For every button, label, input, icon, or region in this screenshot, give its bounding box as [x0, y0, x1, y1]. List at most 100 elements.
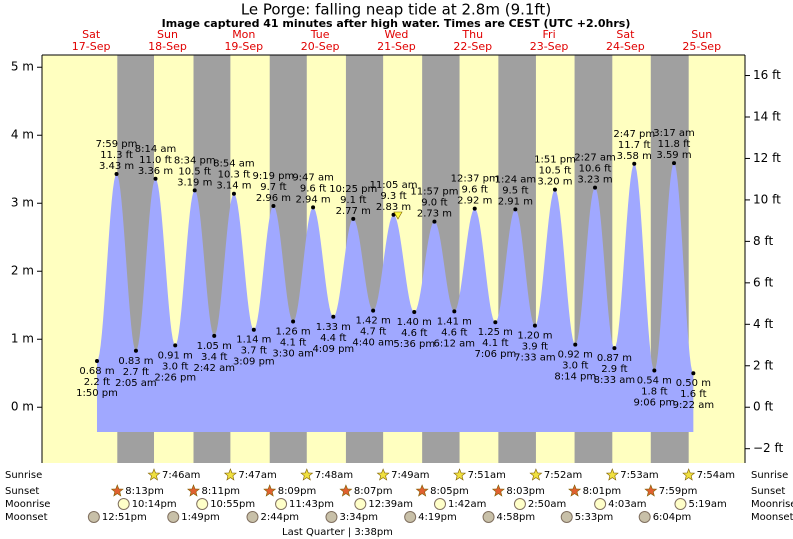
tide-label: 2:47 pm: [613, 129, 655, 140]
moonset-time: 12:51pm: [102, 512, 147, 523]
tide-label: 2:05 am: [115, 378, 157, 389]
row-label: Sunset: [751, 486, 785, 497]
sunset-time: 7:59pm: [659, 486, 698, 497]
tide-point: [493, 320, 498, 325]
tide-label: 2.83 m: [376, 202, 411, 213]
tide-label: 0.68 m: [79, 366, 114, 377]
day-label: Sat: [616, 28, 635, 41]
tide-label: 8:33 am: [594, 375, 636, 386]
day-label: Sun: [691, 28, 712, 41]
tide-label: 2.9 ft: [601, 364, 627, 375]
tide-point: [311, 205, 316, 210]
tide-point: [593, 185, 598, 190]
y2-tick-label: 0 ft: [753, 400, 773, 414]
tide-label: 3.14 m: [216, 181, 251, 192]
tide-label: 4.7 ft: [360, 327, 386, 338]
tide-label: 9.6 ft: [300, 183, 326, 194]
tide-label: 4.1 ft: [482, 338, 508, 349]
tide-label: 10.5 ft: [178, 166, 211, 177]
sunrise-icon: [223, 468, 237, 481]
sunrise-time: 7:48am: [315, 470, 353, 481]
tide-point: [513, 207, 518, 212]
tide-point: [652, 368, 657, 373]
tide-label: 1.41 m: [437, 316, 472, 327]
sunset-time: 8:01pm: [583, 486, 622, 497]
tide-label: 10.3 ft: [218, 170, 251, 181]
moonrise-time: 5:19am: [688, 499, 726, 510]
y2-tick-label: 12 ft: [753, 151, 781, 165]
tide-label: 4.1 ft: [280, 338, 306, 349]
day-label: Wed: [384, 28, 408, 41]
moonrise-time: 10:55pm: [210, 499, 255, 510]
moonset-icon: [560, 511, 573, 523]
row-label: Moonrise: [5, 499, 50, 510]
row-label: Sunrise: [5, 470, 42, 481]
tide-label: 1.25 m: [478, 327, 513, 338]
tide-label: 2.73 m: [417, 209, 452, 220]
sunrise-time: 7:46am: [162, 470, 200, 481]
tide-label: 9:19 pm: [253, 171, 295, 182]
tide-label: 1.05 m: [197, 341, 232, 352]
date-label: 19-Sep: [224, 40, 263, 53]
sunrise-icon: [300, 468, 314, 481]
tide-point: [371, 308, 376, 313]
sunset-icon: [110, 484, 124, 497]
moonrise-time: 12:39am: [368, 499, 413, 510]
chart-title: Le Porge: falling neap tide at 2.8m (9.1…: [241, 1, 551, 19]
moonrise-icon: [275, 498, 288, 510]
tide-point: [412, 310, 417, 315]
sunset-icon: [187, 484, 200, 497]
date-label: 20-Sep: [301, 40, 340, 53]
sunset-icon: [568, 484, 582, 497]
tide-label: 8:34 pm: [174, 155, 216, 166]
tide-label: 9.0 ft: [421, 198, 447, 209]
sunrise-time: 7:54am: [697, 470, 735, 481]
y2-tick-label: 8 ft: [753, 234, 773, 248]
tide-label: 4:40 am: [352, 338, 394, 349]
day-label: Fri: [543, 28, 556, 41]
tide-label: 9.5 ft: [502, 185, 528, 196]
tide-label: 1.14 m: [236, 335, 271, 346]
sunset-time: 8:11pm: [202, 486, 241, 497]
sunrise-time: 7:47am: [238, 470, 276, 481]
day-label: Thu: [461, 28, 483, 41]
moonset-time: 4:19pm: [418, 512, 457, 523]
tide-label: 10:25 pm: [329, 184, 377, 195]
tide-label: 2:27 am: [574, 153, 616, 164]
tide-label: 10.6 ft: [579, 164, 612, 175]
tide-label: 7:33 am: [514, 353, 556, 364]
tide-point: [153, 176, 158, 181]
sunset-time: 8:09pm: [278, 486, 317, 497]
tide-label: 1.8 ft: [641, 387, 667, 398]
tide-curve: [96, 163, 694, 432]
tide-label: 0.91 m: [158, 350, 193, 361]
moonrise-icon: [674, 498, 687, 510]
tide-label: 0.54 m: [637, 376, 672, 387]
tide-label: 9:47 am: [292, 172, 334, 183]
tide-label: 1.42 m: [356, 316, 391, 327]
tide-label: 3.36 m: [138, 166, 173, 177]
tide-label: 3.19 m: [177, 177, 212, 188]
tide-point: [532, 323, 537, 328]
tide-label: 2.92 m: [457, 196, 492, 207]
tide-label: 4.6 ft: [401, 328, 427, 339]
tide-label: 12:37 pm: [451, 174, 499, 185]
moonrise-time: 4:03am: [608, 499, 646, 510]
tide-label: 2:42 am: [193, 363, 235, 374]
tide-point: [452, 309, 457, 314]
moonrise-time: 2:50am: [528, 499, 566, 510]
tide-point: [114, 172, 119, 176]
day-label: Mon: [232, 28, 255, 41]
chart-subtitle: Image captured 41 minutes after high wat…: [162, 17, 631, 30]
tide-label: 4.6 ft: [441, 327, 467, 338]
y2-tick-label: 14 ft: [753, 109, 781, 123]
tide-point: [133, 348, 138, 353]
tide-point: [192, 188, 197, 193]
moonrise-time: 10:14pm: [132, 499, 177, 510]
sunset-icon: [415, 484, 429, 497]
moonset-time: 3:34pm: [339, 512, 378, 523]
tide-label: 1.20 m: [517, 331, 552, 342]
tide-label: 9.6 ft: [462, 185, 488, 196]
tide-label: 5:36 pm: [393, 339, 435, 350]
sunset-icon: [491, 484, 505, 497]
